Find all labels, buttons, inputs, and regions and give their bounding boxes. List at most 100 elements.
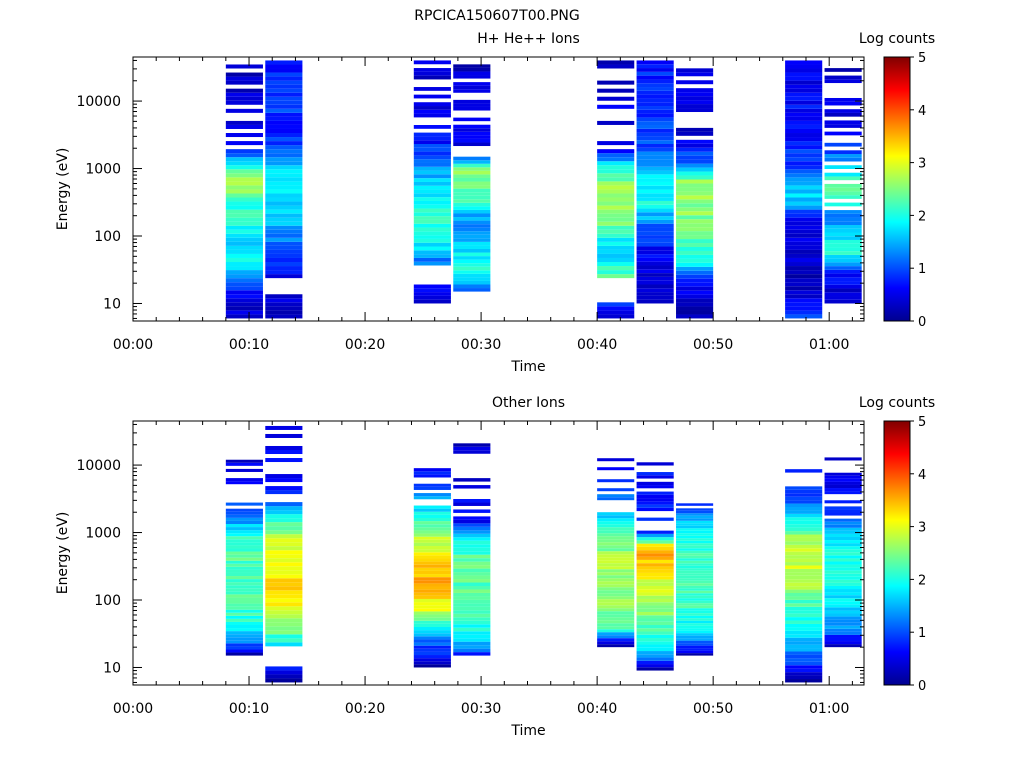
spectrogram-cell bbox=[785, 675, 823, 680]
spectrogram-cell bbox=[824, 634, 862, 638]
spectrogram-cell bbox=[676, 203, 714, 208]
spectrogram-cell bbox=[453, 241, 491, 246]
spectrogram-cell bbox=[225, 539, 263, 543]
spectrogram-cell bbox=[453, 234, 491, 239]
spectrogram-cell bbox=[785, 661, 823, 666]
spectrogram-cell bbox=[265, 562, 303, 567]
spectrogram-cell bbox=[785, 290, 823, 295]
spectrogram-cell bbox=[413, 238, 451, 243]
spectrogram-cell bbox=[413, 586, 451, 590]
y-tick-label: 10000 bbox=[76, 458, 121, 474]
spectrogram-cell bbox=[636, 589, 674, 593]
spectrogram-cell bbox=[636, 288, 674, 293]
spectrogram-cell bbox=[265, 153, 303, 158]
spectrogram-cell bbox=[413, 178, 451, 182]
spectrogram-cell bbox=[597, 302, 635, 307]
spectrogram-cell bbox=[265, 614, 303, 619]
spectrogram-cell bbox=[225, 76, 263, 81]
spectrogram-cell bbox=[413, 284, 451, 289]
spectrogram-cell bbox=[413, 552, 451, 556]
spectrogram-cell bbox=[636, 530, 674, 534]
spectrogram-cell bbox=[225, 72, 263, 77]
spectrogram-cell bbox=[453, 124, 491, 129]
spectrogram-cell bbox=[636, 572, 674, 577]
spectrogram-cell bbox=[636, 106, 674, 110]
spectrogram-cell bbox=[636, 261, 674, 266]
spectrogram-cell bbox=[453, 224, 491, 228]
spectrogram-cell bbox=[225, 597, 263, 601]
spectrogram-cell bbox=[676, 286, 714, 291]
spectrogram-cell bbox=[453, 627, 491, 632]
spectrogram-cell bbox=[413, 602, 451, 606]
spectrogram-cell bbox=[597, 563, 635, 567]
spectrogram-cell bbox=[676, 553, 714, 556]
spectrogram-cell bbox=[265, 104, 303, 109]
spectrogram-cell bbox=[636, 485, 674, 489]
spectrogram-cell bbox=[265, 72, 303, 77]
spectrogram-cell bbox=[225, 582, 263, 586]
spectrogram-cell bbox=[597, 189, 635, 194]
spectrogram-cell bbox=[413, 564, 451, 568]
spectrogram-cell bbox=[225, 514, 263, 518]
spectrogram-cell bbox=[265, 578, 303, 583]
spectrogram-cell bbox=[265, 433, 303, 438]
spectrogram-cell bbox=[636, 208, 674, 213]
y-tick-label: 100 bbox=[94, 593, 121, 609]
spectrogram-cell bbox=[785, 562, 823, 566]
spectrogram-cell bbox=[453, 586, 491, 590]
spectrogram-cell bbox=[785, 510, 823, 514]
spectrogram-cell bbox=[824, 579, 862, 583]
spectrogram-cell bbox=[636, 132, 674, 137]
spectrogram-cell bbox=[597, 185, 635, 190]
spectrogram-cell bbox=[636, 64, 674, 69]
spectrogram-cell bbox=[785, 541, 823, 545]
spectrogram-cell bbox=[676, 211, 714, 216]
spectrogram-cell bbox=[225, 266, 263, 271]
spectrogram-cell bbox=[676, 585, 714, 589]
spectrogram-cell bbox=[597, 584, 635, 588]
spectrogram-cell bbox=[597, 120, 635, 125]
spectrogram-cell bbox=[413, 620, 451, 624]
spectrogram-cell bbox=[676, 262, 714, 267]
spectrogram-cell bbox=[676, 92, 714, 97]
spectrogram-cell bbox=[676, 538, 714, 541]
spectrogram-cell bbox=[636, 166, 674, 171]
spectrogram-cell bbox=[824, 543, 862, 547]
spectrogram-cell bbox=[636, 498, 674, 502]
spectrogram-cell bbox=[785, 586, 823, 590]
spectrogram-cell bbox=[265, 582, 303, 587]
spectrogram-cell bbox=[413, 200, 451, 205]
spectrogram-cell bbox=[413, 102, 451, 107]
spectrogram-cell bbox=[636, 204, 674, 209]
spectrogram-cell bbox=[636, 231, 674, 236]
spectrogram-cell bbox=[636, 94, 674, 99]
spectrogram-cell bbox=[636, 654, 674, 658]
spectrogram-cell bbox=[785, 610, 823, 614]
spectrogram-cell bbox=[676, 104, 714, 109]
spectrogram-cell bbox=[413, 608, 451, 612]
spectrogram-cell bbox=[265, 124, 303, 129]
spectrogram-cell bbox=[676, 199, 714, 204]
spectrogram-cell bbox=[225, 643, 263, 647]
spectrogram-cell bbox=[597, 581, 635, 585]
spectrogram-cell bbox=[413, 639, 451, 643]
spectrogram-cell bbox=[785, 225, 823, 230]
spectrogram-cell bbox=[597, 572, 635, 576]
spectrogram-cell bbox=[597, 548, 635, 552]
spectrogram-cell bbox=[785, 201, 823, 206]
spectrogram-cell bbox=[597, 536, 635, 540]
spectrogram-cell bbox=[413, 246, 451, 251]
spectrogram-cell bbox=[597, 566, 635, 570]
spectrogram-cell bbox=[413, 231, 451, 236]
spectrogram-cell bbox=[676, 207, 714, 212]
spectrogram-cell bbox=[265, 253, 303, 258]
spectrogram-cell bbox=[824, 228, 862, 233]
spectrogram-cell bbox=[265, 298, 303, 303]
spectrogram-cell bbox=[453, 188, 491, 193]
spectrogram-cell bbox=[265, 262, 303, 267]
spectrogram-cell bbox=[785, 603, 823, 607]
spectrogram-cell bbox=[225, 282, 263, 287]
spectrogram-cell bbox=[636, 546, 674, 551]
spectrogram-cell bbox=[785, 302, 823, 307]
spectrogram-cell bbox=[636, 136, 674, 141]
